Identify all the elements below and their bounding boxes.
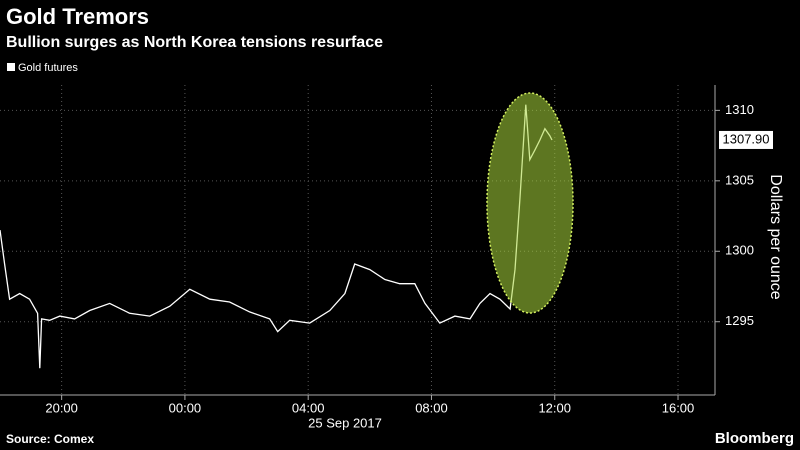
chart-title: Gold Tremors [6,4,149,29]
y-tick-label: 1310 [725,102,754,117]
x-tick-label: 04:00 [292,400,325,415]
grid [0,85,715,395]
price-line [0,104,553,369]
brand: Bloomberg [715,430,794,447]
y-tick-label: 1295 [725,313,754,328]
price-tag [719,130,773,149]
plot [0,104,553,369]
x-tick-label: 08:00 [415,400,448,415]
x-tick-label: 20:00 [45,400,78,415]
x-tick-label: 16:00 [662,400,695,415]
x-sublabel: 25 Sep 2017 [308,415,382,430]
y-tick-label: 1305 [725,172,754,187]
y-axis-label: Dollars per ounce [767,174,784,300]
highlight-ellipse [486,92,574,314]
source: Source: Comex [6,432,94,446]
price-tag-label: 1307.90 [723,131,770,146]
legend-swatch [7,63,15,71]
x-tick-label: 12:00 [538,400,571,415]
axes: 1295 1300 1305 1310 20:00 00:00 04:00 08:00 12:0… [0,85,773,415]
legend-label: Gold futures [18,62,78,74]
chart-subtitle: Bullion surges as North Korea tensions r… [6,34,383,51]
x-tick-label: 00:00 [169,400,202,415]
y-tick-label: 1300 [725,243,754,258]
